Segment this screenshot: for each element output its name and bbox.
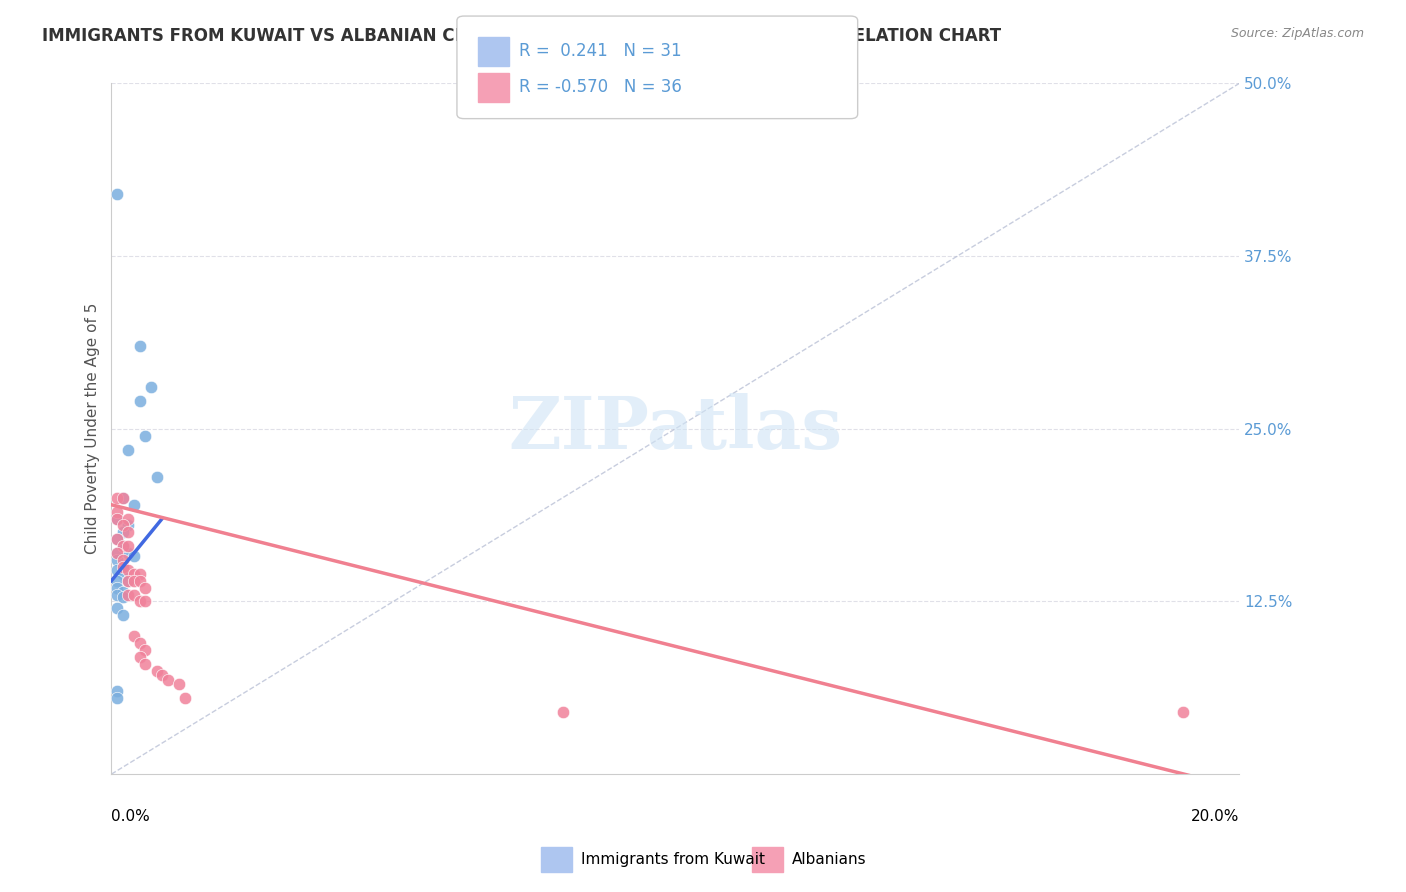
Point (173, 691, 195, 706)
Point (105, 533, 128, 547)
Text: 20.0%: 20.0% (1191, 809, 1239, 823)
Point (105, 563, 128, 577)
Point (145, 470, 167, 484)
Point (551, 705, 574, 719)
Point (1171, 705, 1194, 719)
Point (111, 539, 134, 553)
Point (105, 186, 128, 201)
Y-axis label: Child Poverty Under the Age of 5: Child Poverty Under the Age of 5 (86, 303, 100, 555)
Point (139, 380, 162, 394)
Text: Immigrants from Kuwait: Immigrants from Kuwait (581, 853, 765, 867)
Point (128, 594, 150, 608)
Text: Albanians: Albanians (792, 853, 866, 867)
Point (105, 574, 128, 588)
Point (122, 549, 145, 563)
Point (128, 339, 150, 353)
Point (122, 574, 145, 588)
Point (111, 518, 134, 533)
Point (128, 649, 150, 664)
Point (117, 588, 139, 602)
Point (117, 563, 139, 577)
Point (105, 533, 128, 547)
Point (122, 629, 145, 643)
Point (105, 581, 128, 595)
Point (117, 525, 139, 540)
Text: Source: ZipAtlas.com: Source: ZipAtlas.com (1230, 27, 1364, 40)
Point (122, 588, 145, 602)
Point (111, 560, 134, 574)
Point (134, 581, 156, 595)
Point (150, 667, 173, 681)
Point (105, 546, 128, 560)
Point (134, 657, 156, 671)
Point (105, 601, 128, 615)
Point (117, 539, 139, 553)
Point (117, 546, 139, 560)
Point (111, 566, 134, 581)
Point (134, 428, 156, 442)
Point (105, 546, 128, 560)
Point (111, 560, 134, 574)
Point (105, 491, 128, 505)
Point (117, 574, 139, 588)
Point (105, 684, 128, 698)
Point (122, 566, 145, 581)
Point (111, 539, 134, 553)
Point (122, 498, 145, 512)
Text: IMMIGRANTS FROM KUWAIT VS ALBANIAN CHILD POVERTY UNDER THE AGE OF 5 CORRELATION : IMMIGRANTS FROM KUWAIT VS ALBANIAN CHILD… (42, 27, 1001, 45)
Point (117, 511, 139, 525)
Point (105, 553, 128, 567)
Point (111, 491, 134, 505)
Text: R = -0.570   N = 36: R = -0.570 N = 36 (519, 78, 682, 96)
Text: 0.0%: 0.0% (111, 809, 150, 823)
Point (111, 584, 134, 599)
Point (128, 394, 150, 409)
Point (111, 591, 134, 605)
Point (117, 442, 139, 457)
Point (128, 574, 150, 588)
Point (128, 636, 150, 650)
Point (111, 491, 134, 505)
Point (117, 518, 139, 533)
Point (134, 642, 156, 657)
Point (111, 553, 134, 567)
Text: R =  0.241   N = 31: R = 0.241 N = 31 (519, 42, 682, 60)
Point (105, 511, 128, 525)
Point (111, 608, 134, 623)
Point (105, 691, 128, 706)
Point (111, 525, 134, 540)
Text: ZIPatlas: ZIPatlas (508, 393, 842, 465)
Point (134, 594, 156, 608)
Point (105, 505, 128, 519)
Point (167, 677, 190, 691)
Point (156, 673, 179, 688)
Point (128, 566, 150, 581)
Point (105, 588, 128, 602)
Point (145, 664, 167, 678)
Point (105, 511, 128, 525)
Point (117, 574, 139, 588)
